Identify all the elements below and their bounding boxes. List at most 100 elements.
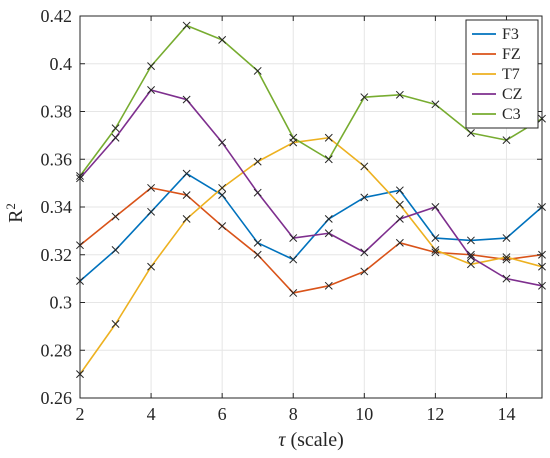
y-tick-label: 0.42 [41,6,73,26]
legend-item-fz: FZ [472,46,521,63]
data-point-fz [289,288,298,297]
data-point-t7 [466,260,475,269]
data-point-cz [395,214,404,223]
series-line-f3 [79,172,543,282]
data-point-cz [253,188,262,197]
tick-marks [79,15,542,399]
x-tick-label: 2 [76,404,85,424]
data-point-c3 [360,93,369,102]
data-point-t7 [360,162,369,171]
data-point-fz [182,191,191,200]
y-tick-label: 0.32 [41,245,73,265]
data-point-t7 [111,320,120,328]
series-line-t7 [79,136,543,375]
data-point-f3 [147,207,156,216]
data-point-t7 [431,246,440,254]
data-point-cz [431,203,440,211]
legend-label: FZ [502,46,521,63]
data-point-cz [360,248,369,257]
data-point-cz [289,234,298,242]
data-point-f3 [360,193,369,202]
data-point-fz [324,281,333,290]
legend-label: C3 [502,106,521,123]
data-point-cz [502,274,511,283]
x-axis-label-text: (scale) [285,429,343,451]
data-point-fz [395,238,404,247]
series-lines [76,21,546,379]
data-point-fz [360,267,369,276]
data-point-c3 [147,62,156,71]
y-tick-label: 0.3 [50,293,73,313]
data-point-f3 [431,234,440,242]
data-point-cz [111,133,120,142]
data-point-t7 [395,200,404,209]
data-point-c3 [324,155,333,164]
data-point-t7 [182,214,191,223]
data-point-t7 [324,133,333,142]
data-point-c3 [502,136,511,145]
data-point-c3 [182,21,191,30]
x-axis-label: τ (scale) [278,429,343,451]
x-tick-label: 14 [497,404,515,424]
y-tick-label: 0.26 [41,388,73,408]
data-point-f3 [218,191,227,200]
data-point-c3 [395,90,404,99]
legend: F3 FZ T7 CZ C3 [465,19,539,129]
data-point-cz [182,95,191,104]
data-point-t7 [218,183,227,192]
legend-item-cz: CZ [472,86,522,103]
data-point-t7 [253,157,262,166]
data-point-fz [147,183,156,192]
data-point-f3 [466,236,475,245]
y-tick-label: 0.4 [50,54,73,74]
x-tick-label: 12 [426,404,444,424]
legend-label: F3 [502,26,519,43]
legend-item-c3: C3 [472,106,521,123]
y-tick-label: 0.38 [41,102,73,122]
x-axis-label-symbol: τ [278,429,286,451]
data-point-cz [466,253,475,262]
legend-label: CZ [502,86,522,103]
data-point-t7 [147,262,156,271]
data-point-cz [147,86,156,94]
data-point-fz [431,248,440,257]
data-point-cz [218,138,227,147]
tick-labels: 2 4 6 8 10 12 14 0.26 0.28 0.3 0.32 0.34 0.36 0.38 0.4… [41,6,516,424]
data-point-t7 [502,253,511,262]
data-point-f3 [324,214,333,223]
legend-item-t7: T7 [472,66,520,83]
data-point-fz [253,250,262,259]
data-point-f3 [182,169,191,178]
series-line-fz [79,187,543,294]
data-point-c3 [431,100,440,109]
x-tick-label: 8 [289,404,298,424]
series-line-cz [79,89,543,287]
data-point-fz [218,222,227,231]
x-tick-label: 10 [355,404,373,424]
data-point-fz [502,255,511,264]
data-point-c3 [111,124,120,133]
x-tick-label: 6 [218,404,227,424]
y-axis-label-base: R [5,209,27,223]
data-point-f3 [502,234,511,242]
data-point-f3 [289,255,298,264]
data-point-f3 [111,246,120,254]
data-point-c3 [218,35,227,44]
data-point-fz [111,212,120,221]
data-point-c3 [289,133,298,142]
data-point-cz [324,229,333,238]
y-tick-label: 0.36 [41,149,73,169]
y-axis-label: R2 [3,203,28,223]
y-tick-label: 0.28 [41,340,73,360]
data-point-f3 [253,238,262,247]
data-point-c3 [466,129,475,137]
y-tick-label: 0.34 [41,197,73,217]
data-point-f3 [395,186,404,195]
data-point-c3 [253,66,262,75]
legend-label: T7 [502,66,520,83]
series-line-c3 [79,24,543,177]
x-tick-label: 4 [147,404,156,424]
legend-item-f3: F3 [472,26,519,43]
y-axis-label-sup: 2 [3,203,18,210]
